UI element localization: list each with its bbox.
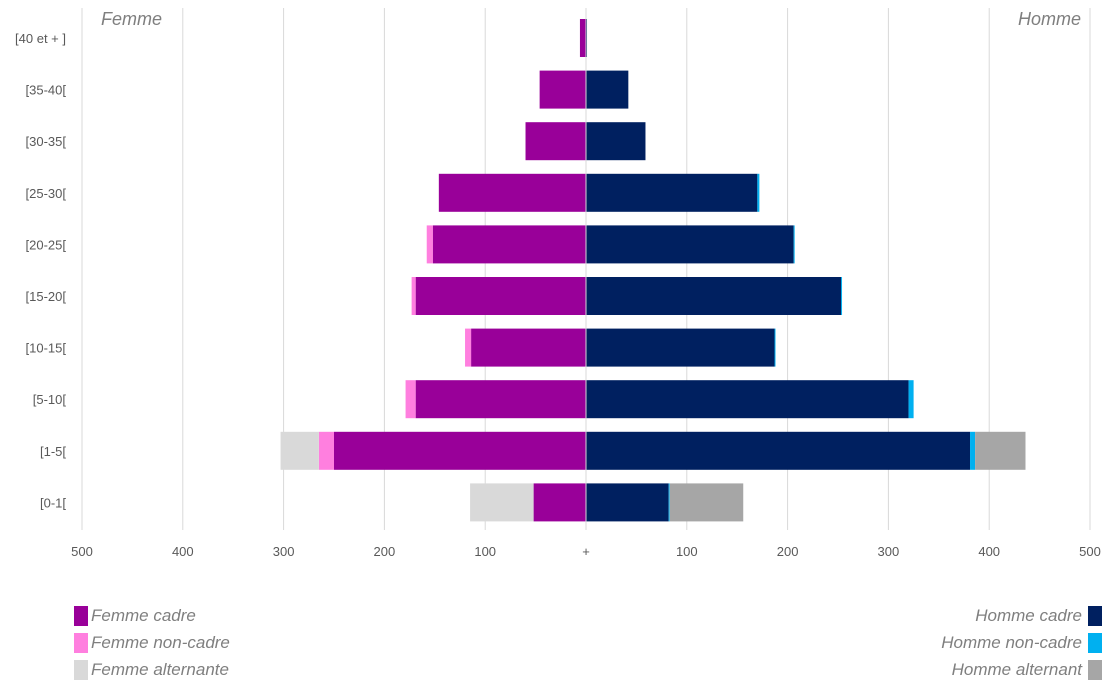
bar-homme-cadre-5-10 [586,380,909,419]
legend-item-femme-alternante: Femme alternante [74,656,230,683]
category-label: [20-25[ [26,237,67,252]
bar-femme-cadre-25-30 [438,173,586,212]
bar-homme-cadre-40-et [586,19,588,57]
legend-label-femme-cadre: Femme cadre [91,605,196,625]
bar-femme-alternante-0-1 [470,483,534,522]
legend-swatch-homme-non-cadre [1088,632,1102,653]
legend-label-femme-alternante: Femme alternante [91,659,229,679]
gridlines [81,8,1091,530]
x-tick-label: 500 [1079,544,1101,559]
bar-homme-cadre-1-5 [586,431,971,470]
bar-homme-cadre-15-20 [586,277,842,315]
homme-title: Homme [1018,9,1081,29]
category-label: [5-10[ [33,392,67,407]
bar-homme-non-cadre-10-15 [774,328,776,367]
population-pyramid-chart: [40 et + ] [35-40[ [30-35[ [25-30[ [20-25[ [1… [15,8,1101,559]
bar-homme-alternant-1-5 [975,431,1026,470]
legend-swatch-femme-alternante [74,659,88,680]
bar-femme-cadre-20-25 [432,225,586,264]
category-label: [35-40[ [26,83,67,98]
bar-homme-cadre-30-35 [586,122,646,161]
bar-homme-non-cadre-25-30 [757,173,760,212]
legend-swatch-homme-alternant [1088,659,1102,680]
category-labels: [40 et + ] [35-40[ [30-35[ [25-30[ [20-25[ [1… [15,31,66,510]
category-label: [0-1[ [40,495,66,510]
category-label: [15-20[ [26,289,67,304]
legend-swatch-femme-cadre [74,605,88,626]
category-label: [30-35[ [26,134,67,149]
bar-homme-non-cadre-0-1 [668,483,670,522]
bars [280,19,1026,522]
legend-item-femme-non-cadre: Femme non-cadre [74,629,230,656]
x-tick-label: 500 [71,544,93,559]
legend-swatch-femme-non-cadre [74,632,88,653]
bar-femme-cadre-0-1 [533,483,586,522]
femme-title: Femme [101,9,162,29]
bar-femme-non-cadre-20-25 [426,225,433,264]
bar-femme-cadre-35-40 [539,70,586,109]
bar-homme-cadre-25-30 [586,173,758,212]
x-tick-label: 300 [878,544,900,559]
bar-homme-cadre-20-25 [586,225,794,264]
bar-homme-non-cadre-20-25 [793,225,795,264]
bar-homme-non-cadre-1-5 [970,431,976,470]
legend-label-femme-non-cadre: Femme non-cadre [91,632,230,652]
x-tick-label: 300 [273,544,295,559]
bar-femme-cadre-5-10 [415,380,586,419]
bar-femme-alternante-1-5 [280,431,319,470]
bar-homme-cadre-35-40 [586,70,629,109]
category-label: [10-15[ [26,341,67,356]
x-tick-label: 200 [374,544,396,559]
x-tick-label: 200 [777,544,799,559]
category-label: [40 et + ] [15,31,66,46]
x-tick-label: 100 [474,544,496,559]
legend-item-homme-cadre: Homme cadre [941,602,1102,629]
legend-swatch-homme-cadre [1088,605,1102,626]
legend-homme: Homme cadre Homme non-cadre Homme altern… [941,602,1102,683]
bar-femme-non-cadre-15-20 [411,277,416,315]
bar-homme-cadre-10-15 [586,328,775,367]
bar-femme-cadre-30-35 [525,122,586,161]
bar-homme-non-cadre-5-10 [908,380,914,419]
bar-femme-cadre-1-5 [334,431,586,470]
x-tick-label: 100 [676,544,698,559]
x-tick-label: + [582,544,590,559]
bar-femme-non-cadre-5-10 [405,380,416,419]
bar-femme-non-cadre-1-5 [318,431,334,470]
x-tick-labels: 500 400 300 200 100 +100 200 300 400 500 [71,544,1101,559]
x-tick-label: 400 [172,544,194,559]
legend-label-homme-non-cadre: Homme non-cadre [941,632,1082,652]
legend-item-homme-non-cadre: Homme non-cadre [941,629,1102,656]
bar-femme-cadre-15-20 [415,277,586,315]
bar-homme-alternant-0-1 [669,483,744,522]
bar-femme-cadre-40-et [579,19,586,57]
category-label: [1-5[ [40,444,66,459]
bar-femme-cadre-10-15 [471,328,586,367]
legend-item-femme-cadre: Femme cadre [74,602,230,629]
bar-femme-non-cadre-10-15 [465,328,472,367]
bar-homme-non-cadre-15-20 [841,277,843,315]
x-tick-label: 400 [978,544,1000,559]
legend-femme: Femme cadre Femme non-cadre Femme altern… [74,602,230,683]
category-label: [25-30[ [26,186,67,201]
legend-label-homme-cadre: Homme cadre [975,605,1082,625]
legend-label-homme-alternant: Homme alternant [951,659,1082,679]
legend-item-homme-alternant: Homme alternant [941,656,1102,683]
bar-homme-cadre-0-1 [586,483,669,522]
